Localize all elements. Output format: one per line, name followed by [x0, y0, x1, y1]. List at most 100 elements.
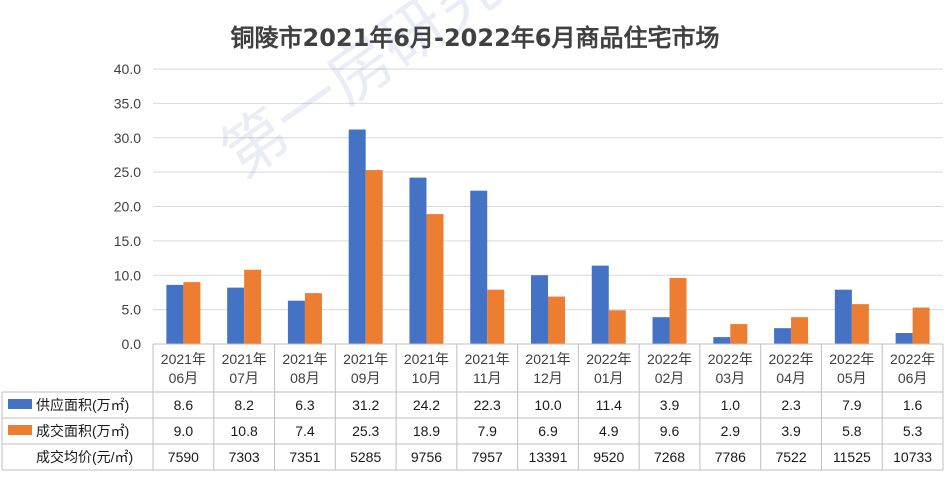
bar-supply: [531, 275, 548, 344]
table-cell: 22.3: [474, 397, 501, 413]
table-cell: 7.9: [842, 397, 862, 413]
bar-sales: [791, 317, 809, 344]
x-tick-label: 2021年: [465, 351, 510, 367]
x-tick-label: 2021年: [343, 351, 388, 367]
x-tick-label: 09月: [351, 370, 381, 386]
y-tick-label: 15.0: [114, 233, 141, 249]
bar-sales: [669, 278, 687, 344]
table-cell: 1.6: [903, 397, 923, 413]
table-cell: 5.8: [842, 423, 862, 439]
bar-sales: [487, 289, 505, 344]
table-cell: 2.9: [721, 423, 741, 439]
bar-sales: [304, 293, 322, 344]
bar-sales: [851, 304, 869, 344]
table-cell: 3.9: [781, 423, 801, 439]
bar-supply: [409, 177, 427, 344]
x-tick-label: 2022年: [890, 351, 935, 367]
table-row-label: 供应面积(万㎡): [36, 397, 129, 413]
table-cell: 9756: [411, 449, 442, 465]
table-cell: 1.0: [721, 397, 741, 413]
x-tick-label: 11月: [473, 370, 502, 386]
chart-title: 铜陵市2021年6月-2022年6月商品住宅市场: [230, 24, 720, 52]
table-cell: 7.4: [295, 423, 315, 439]
table-cell: 10733: [893, 449, 932, 465]
table-cell: 3.9: [660, 397, 680, 413]
x-tick-label: 2021年: [525, 351, 570, 367]
table-cell: 8.6: [174, 397, 194, 413]
table-cell: 9520: [593, 449, 624, 465]
bar-sales: [730, 324, 748, 344]
x-tick-label: 03月: [716, 370, 746, 386]
x-tick-label: 2022年: [708, 351, 753, 367]
x-tick-label: 07月: [229, 370, 259, 386]
table-cell: 7590: [168, 449, 199, 465]
table-cell: 13391: [529, 449, 568, 465]
bar-supply: [652, 317, 670, 344]
table-cell: 24.2: [413, 397, 440, 413]
x-tick-label: 2022年: [768, 351, 813, 367]
x-tick-label: 2022年: [829, 351, 874, 367]
table-cell: 7786: [715, 449, 746, 465]
x-tick-label: 05月: [837, 370, 867, 386]
table-cell: 7268: [654, 449, 685, 465]
x-tick-label: 2021年: [222, 351, 267, 367]
x-tick-label: 06月: [898, 370, 928, 386]
table-cell: 9.6: [660, 423, 680, 439]
x-tick-label: 04月: [776, 370, 806, 386]
legend-key-sales: [8, 425, 32, 435]
table-cell: 7957: [472, 449, 503, 465]
x-tick-label: 2021年: [404, 351, 449, 367]
y-tick-label: 25.0: [114, 164, 141, 180]
table-row-label: 成交面积(万㎡): [36, 423, 129, 439]
x-tick-label: 2022年: [647, 351, 692, 367]
bar-sales: [365, 170, 383, 344]
x-tick-label: 10月: [412, 370, 442, 386]
y-tick-label: 40.0: [114, 61, 141, 77]
table-cell: 6.3: [295, 397, 315, 413]
table-cell: 11.4: [596, 397, 622, 413]
y-tick-label: 35.0: [114, 95, 141, 111]
table-cell: 10.8: [231, 423, 258, 439]
table-cell: 6.9: [538, 423, 558, 439]
table-row-label: 成交均价(元/㎡): [36, 449, 133, 465]
bar-supply: [895, 333, 913, 344]
x-tick-label: 08月: [290, 370, 320, 386]
bar-sales: [426, 214, 444, 344]
table-cell: 18.9: [413, 423, 440, 439]
table-cell: 5.3: [903, 423, 923, 439]
x-tick-label: 2021年: [282, 351, 327, 367]
bar-sales: [608, 310, 626, 344]
table-cell: 7303: [229, 449, 260, 465]
bar-supply: [591, 265, 609, 344]
bar-supply: [713, 337, 731, 344]
x-tick-label: 2022年: [586, 351, 631, 367]
table-cell: 8.2: [234, 397, 254, 413]
legend-key-supply: [8, 399, 32, 409]
bar-supply: [348, 129, 366, 344]
table-cell: 4.9: [599, 423, 619, 439]
bar-sales: [548, 296, 565, 344]
bar-supply: [287, 300, 305, 344]
y-tick-label: 30.0: [114, 130, 141, 146]
bar-supply: [834, 289, 852, 344]
bar-supply: [470, 190, 488, 344]
bar-supply: [774, 328, 792, 344]
table-cell: 11525: [833, 449, 871, 465]
bar-sales: [183, 282, 201, 344]
x-tick-label: 2021年: [161, 351, 206, 367]
bar-sales: [912, 307, 930, 344]
table-cell: 31.2: [352, 397, 379, 413]
x-tick-label: 02月: [655, 370, 685, 386]
y-tick-label: 10.0: [114, 267, 141, 283]
y-tick-label: 20.0: [114, 199, 141, 215]
y-tick-label: 0.0: [122, 336, 142, 352]
table-cell: 25.3: [352, 423, 379, 439]
x-tick-label: 12月: [533, 370, 563, 386]
bar-supply: [166, 284, 184, 344]
bar-supply: [227, 287, 245, 344]
table-cell: 10.0: [534, 397, 561, 413]
bar-sales: [244, 269, 262, 344]
x-tick-label: 06月: [169, 370, 199, 386]
table-cell: 5285: [350, 449, 381, 465]
